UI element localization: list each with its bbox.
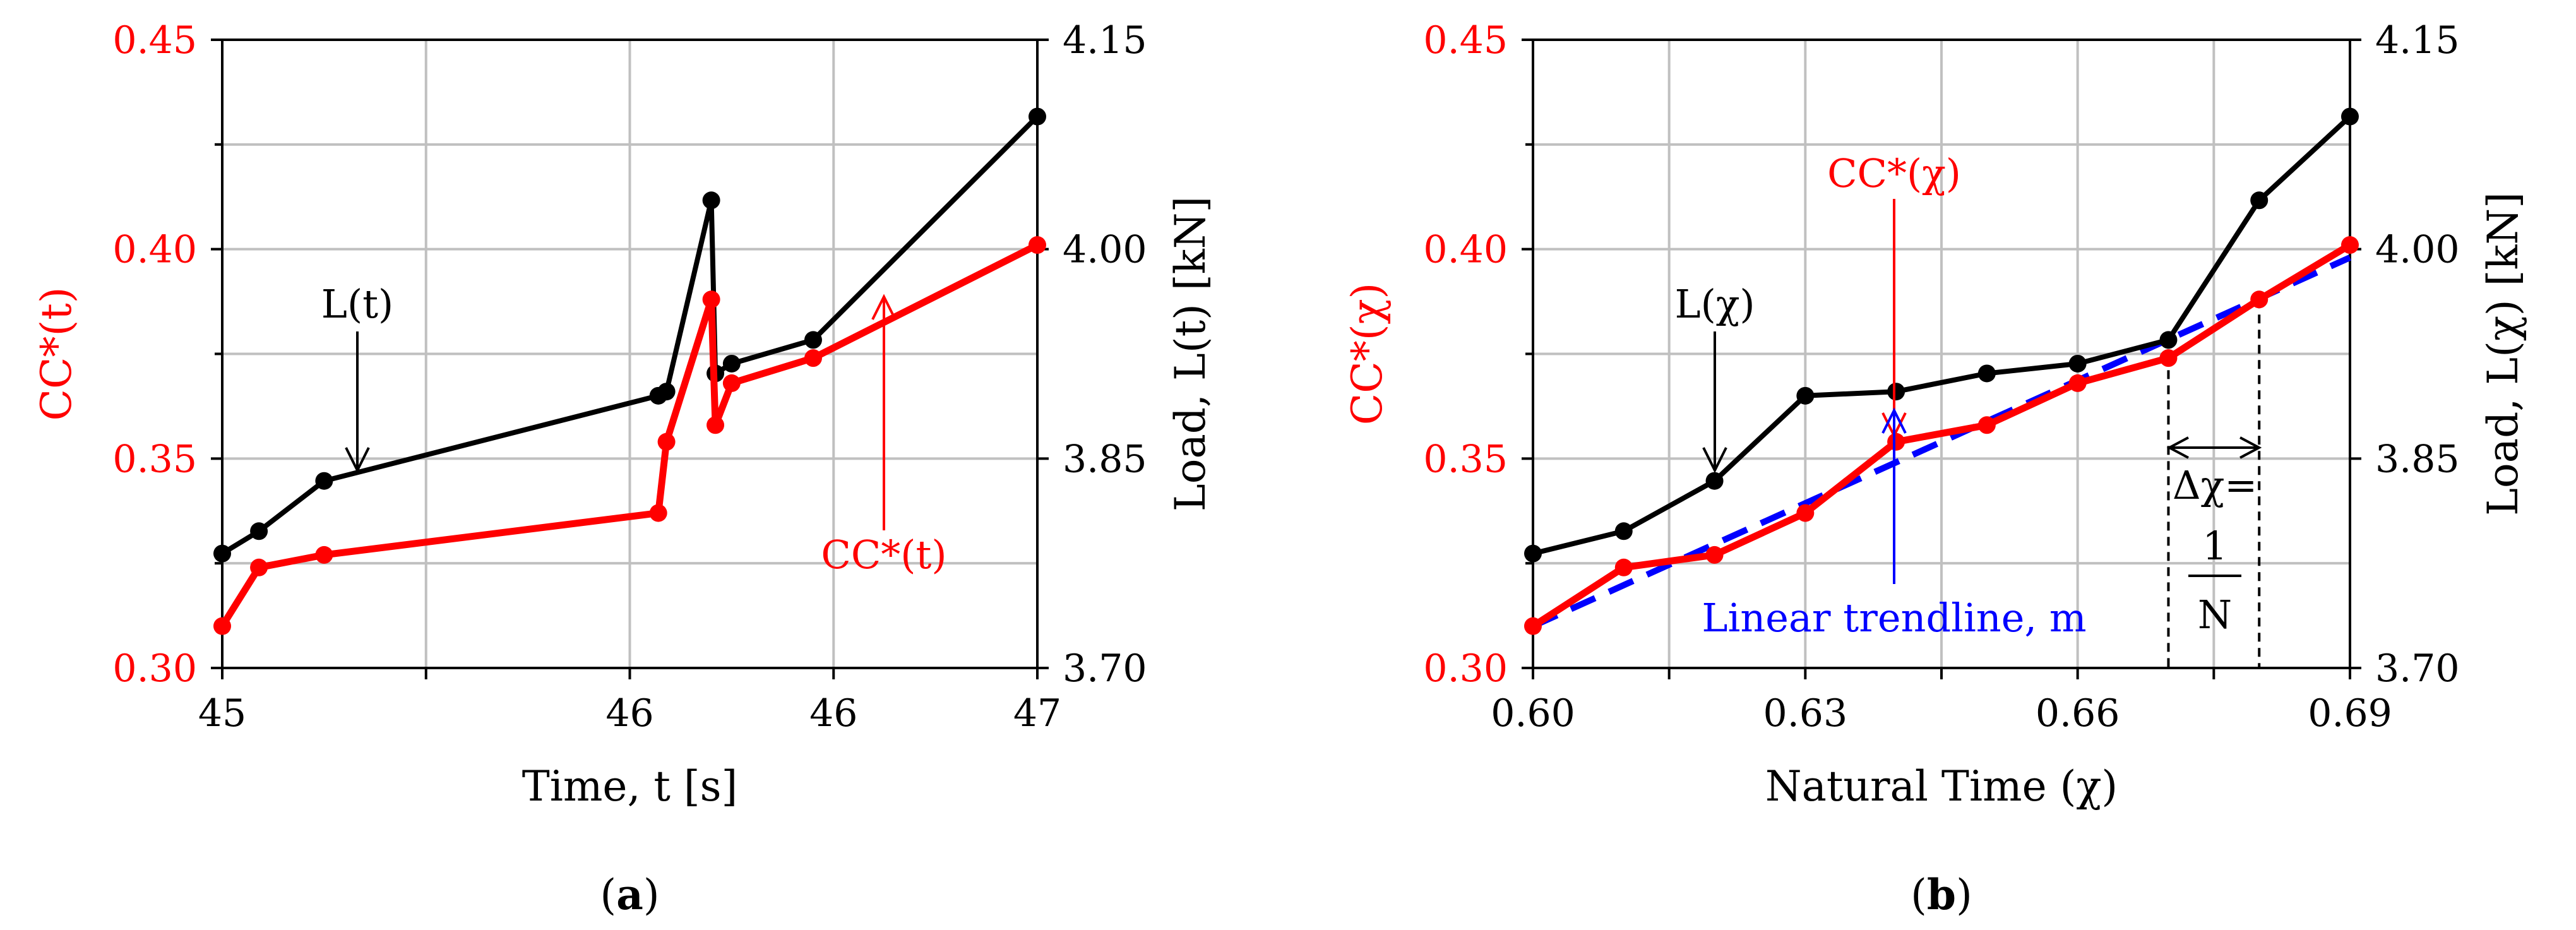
data-point-load bbox=[2068, 354, 2087, 373]
x-tick-label: 46 bbox=[809, 691, 857, 736]
data-point-cc bbox=[1029, 236, 1046, 254]
data-point-load bbox=[250, 522, 268, 540]
caption-open: ( bbox=[1911, 871, 1927, 919]
annotation-load-arrow-head bbox=[1702, 447, 1727, 474]
series-line-cc bbox=[1531, 242, 2352, 629]
delta-numerator: 1 bbox=[2202, 523, 2227, 569]
series-line-cc bbox=[219, 242, 1039, 628]
data-point-load bbox=[1887, 383, 1905, 401]
data-point-load bbox=[1524, 544, 1542, 563]
x-tick-label: 0.60 bbox=[1491, 691, 1575, 736]
annotation-trendline-arrow-head bbox=[1881, 407, 1907, 434]
data-point-load bbox=[1029, 107, 1046, 126]
data-point-load bbox=[1977, 364, 1996, 383]
caption-open: ( bbox=[600, 871, 616, 919]
annotation-cc-arrow-head bbox=[871, 294, 897, 320]
data-point-load bbox=[722, 354, 741, 373]
data-point-load bbox=[1705, 472, 1724, 490]
caption-close: ) bbox=[643, 871, 660, 919]
y1-tick-label: 0.30 bbox=[1423, 647, 1508, 691]
x-tick-label: 0.69 bbox=[2308, 691, 2392, 736]
data-point-cc bbox=[1977, 416, 1996, 434]
data-point-load bbox=[1614, 522, 1633, 540]
delta-arrow-head-right bbox=[2239, 436, 2262, 459]
annotation-cc-label: CC*(χ) bbox=[1827, 150, 1961, 196]
annotation-trendline-label: Linear trendline, m bbox=[1702, 595, 2086, 641]
data-point-cc bbox=[1524, 617, 1542, 635]
data-point-cc bbox=[804, 349, 822, 367]
delta-label: Δχ= bbox=[2173, 462, 2257, 508]
y2-tick-label: 3.70 bbox=[2375, 647, 2460, 691]
x-tick-label: 0.63 bbox=[1763, 691, 1848, 736]
data-point-load bbox=[1796, 386, 1815, 405]
data-point-load bbox=[213, 544, 231, 563]
y2-tick-label: 4.00 bbox=[2375, 228, 2460, 272]
y1-tick-label: 0.40 bbox=[112, 228, 197, 272]
data-point-cc bbox=[702, 290, 720, 309]
y1-tick-label: 0.35 bbox=[1423, 437, 1508, 481]
y1-tick-label: 0.35 bbox=[112, 437, 197, 481]
data-point-load bbox=[657, 383, 676, 401]
series-line-load bbox=[1532, 114, 2352, 556]
x-tick-label: 0.66 bbox=[2036, 691, 2120, 736]
data-point-cc bbox=[315, 545, 333, 564]
x-axis-title: Time, t [s] bbox=[522, 762, 738, 811]
panel-caption: (b) bbox=[1911, 870, 1972, 919]
data-point-cc bbox=[2159, 349, 2178, 367]
data-point-load bbox=[702, 191, 720, 210]
y1-tick-label: 0.40 bbox=[1423, 228, 1508, 272]
data-point-cc bbox=[2068, 374, 2087, 392]
data-point-cc bbox=[2341, 236, 2359, 254]
data-point-cc bbox=[250, 558, 268, 576]
annotation-load-label: L(t) bbox=[321, 281, 393, 327]
y2-tick-label: 3.85 bbox=[2375, 437, 2460, 481]
caption-close: ) bbox=[1956, 871, 1972, 919]
x-tick-label: 45 bbox=[198, 691, 246, 736]
data-point-cc bbox=[722, 374, 741, 392]
y1-axis-title: CC*(χ) bbox=[1343, 283, 1392, 426]
y2-tick-label: 4.00 bbox=[1063, 228, 1147, 272]
data-point-cc bbox=[649, 504, 667, 522]
y2-axis-title: Load, L(χ) [kN] bbox=[2479, 192, 2527, 516]
annotation-cc-label: CC*(t) bbox=[821, 532, 946, 578]
y2-axis-title: Load, L(t) [kN] bbox=[1166, 196, 1215, 511]
data-point-load bbox=[2341, 107, 2359, 126]
x-tick-label: 47 bbox=[1013, 691, 1061, 736]
data-point-cc bbox=[1796, 504, 1815, 522]
data-point-cc bbox=[1887, 432, 1905, 451]
data-point-cc bbox=[707, 416, 725, 434]
y1-axis-title: CC*(t) bbox=[32, 287, 81, 420]
x-axis-title: Natural Time (χ) bbox=[1765, 762, 2118, 811]
data-point-cc bbox=[657, 432, 676, 451]
data-point-cc bbox=[213, 617, 231, 635]
y1-tick-label: 0.45 bbox=[112, 18, 197, 63]
y2-tick-label: 4.15 bbox=[1063, 18, 1147, 63]
annotation-load-arrow-head bbox=[345, 447, 370, 474]
annotation-load-label: L(χ) bbox=[1674, 281, 1755, 327]
y1-tick-label: 0.45 bbox=[1423, 18, 1508, 63]
data-point-cc bbox=[1705, 545, 1724, 564]
y1-tick-label: 0.30 bbox=[112, 647, 197, 691]
data-point-load bbox=[2250, 191, 2269, 210]
panel-caption: (a) bbox=[600, 870, 659, 919]
y2-tick-label: 3.85 bbox=[1063, 437, 1147, 481]
caption-letter: b bbox=[1927, 870, 1956, 919]
y2-tick-label: 4.15 bbox=[2375, 18, 2460, 63]
data-point-load bbox=[804, 331, 822, 349]
series-line-load bbox=[220, 114, 1039, 556]
y2-tick-label: 3.70 bbox=[1063, 647, 1147, 691]
caption-letter: a bbox=[616, 870, 643, 919]
data-point-cc bbox=[2250, 290, 2269, 309]
x-tick-label: 46 bbox=[605, 691, 653, 736]
data-point-cc bbox=[1614, 558, 1633, 576]
delta-denominator: N bbox=[2198, 592, 2232, 638]
data-point-load bbox=[315, 472, 333, 490]
data-point-load bbox=[2159, 331, 2178, 349]
delta-arrow-head-left bbox=[2166, 436, 2189, 459]
